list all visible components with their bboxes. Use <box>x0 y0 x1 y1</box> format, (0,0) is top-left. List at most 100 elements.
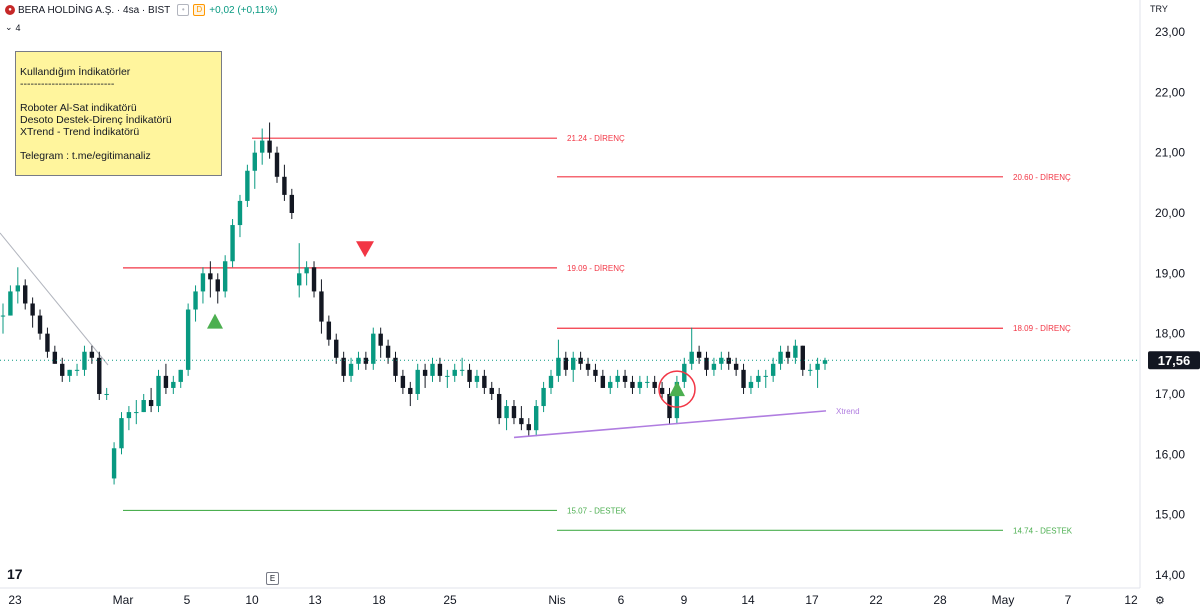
x-tick-label: 13 <box>308 593 322 607</box>
candle-body <box>311 267 317 292</box>
candle-body <box>519 418 524 425</box>
candle-body <box>237 200 243 226</box>
candle-body <box>800 345 805 370</box>
x-tick-label: 22 <box>869 593 883 607</box>
candle-body <box>719 357 724 364</box>
candle-body <box>274 152 280 177</box>
candle-body <box>141 400 146 413</box>
buy-signal-icon <box>207 313 223 329</box>
candle-body <box>30 303 35 316</box>
candle-body <box>482 375 487 388</box>
candle-body <box>319 291 324 322</box>
candle-body <box>674 381 680 419</box>
candle-body <box>704 357 709 370</box>
dot-menu-icon[interactable]: • <box>177 4 190 16</box>
candle-body <box>400 375 406 388</box>
indicator-note[interactable]: Kullandığım İndikatörler ---------------… <box>15 51 222 176</box>
candle-body <box>467 369 472 382</box>
candle-body <box>111 448 117 479</box>
x-tick-label: Mar <box>113 593 134 607</box>
price-change: +0,02 (+0,11%) <box>209 4 278 16</box>
y-tick-label: 14,00 <box>1155 568 1185 582</box>
x-tick-label: 28 <box>933 593 947 607</box>
candle-body <box>770 363 776 376</box>
x-tick-label: 5 <box>184 593 191 607</box>
buy-signal-icon <box>669 381 685 397</box>
candle-body <box>60 363 65 376</box>
candle-body <box>393 357 398 376</box>
xtrend-label: Xtrend <box>836 407 860 416</box>
candle-body <box>37 315 43 334</box>
y-tick-label: 22,00 <box>1155 85 1185 99</box>
note-divider: --------------------------- <box>20 78 115 90</box>
candle-body <box>208 273 213 280</box>
settings-icon[interactable]: ⚙ <box>1155 595 1165 607</box>
candle-body <box>630 381 635 388</box>
candle-body <box>126 412 132 419</box>
x-tick-label: 14 <box>741 593 755 607</box>
candle-body <box>104 393 109 395</box>
sell-signal-icon <box>356 241 374 258</box>
candle-body <box>304 267 309 274</box>
candle-body <box>67 369 72 376</box>
earnings-marker[interactable]: E <box>266 572 279 585</box>
note-telegram: Telegram : t.me/egitimanaliz <box>20 150 151 162</box>
candle-body <box>156 375 161 407</box>
candle-body <box>556 357 561 376</box>
candle-body <box>52 351 58 364</box>
candle-body <box>748 381 754 388</box>
level-label: 21.24 - DİRENÇ <box>567 134 625 143</box>
signal-highlight-circle <box>658 370 696 408</box>
candle-body <box>541 387 546 407</box>
level-label: 19.09 - DİRENÇ <box>567 264 625 273</box>
currency-label[interactable]: TRY <box>1150 4 1168 14</box>
candle-body <box>726 357 731 364</box>
x-tick-label: May <box>992 593 1015 607</box>
candle-body <box>763 375 768 377</box>
level-label: 14.74 - DESTEK <box>1013 526 1073 535</box>
indicator-collapse[interactable]: ⌄ 4 <box>5 22 21 33</box>
symbol-title[interactable]: BERA HOLDİNG A.Ş. · 4sa · BIST <box>18 4 171 16</box>
candle-body <box>8 291 13 316</box>
candle-body <box>822 360 828 364</box>
candle-body <box>282 176 287 195</box>
candle-body <box>615 375 620 382</box>
candle-body <box>415 369 420 394</box>
overlay-layer: 17,56 Xtrend <box>0 241 1200 439</box>
note-spacer <box>20 90 217 102</box>
candle-body <box>645 381 650 383</box>
candle-body <box>371 333 376 364</box>
candle-body <box>659 387 665 394</box>
last-price-tag <box>1148 351 1200 370</box>
candle-body <box>163 375 169 388</box>
candle-body <box>622 375 628 382</box>
candle-body <box>511 406 517 419</box>
candle-body <box>97 357 102 394</box>
candle-body <box>496 393 502 419</box>
old-trendline <box>0 232 109 366</box>
candle-body <box>608 381 613 388</box>
tradingview-logo[interactable]: 17 <box>7 566 23 582</box>
candle-body <box>452 369 457 376</box>
candle-body <box>267 140 272 153</box>
candle-body <box>585 363 591 370</box>
candle-body <box>593 369 598 376</box>
candle-body <box>600 375 606 388</box>
chevron-down-icon: ⌄ <box>5 22 13 32</box>
candle-body <box>504 406 509 419</box>
candle-body <box>378 333 383 346</box>
candle-body <box>15 285 21 292</box>
last-price-label: 17,56 <box>1158 353 1191 368</box>
levels-layer: 21.24 - DİRENÇ 20.60 - DİRENÇ 19.09 - DİRE… <box>0 134 1073 535</box>
candle-body <box>385 345 391 358</box>
candle-body <box>526 424 531 431</box>
bera-logo-icon: ● <box>5 5 15 15</box>
x-tick-label: 23 <box>8 593 22 607</box>
candle-body <box>23 285 28 304</box>
candle-body <box>807 369 813 371</box>
y-tick-label: 18,00 <box>1155 327 1185 341</box>
dividend-badge[interactable]: D <box>193 4 206 16</box>
note-line: Roboter Al-Sat indikatörü <box>20 102 137 114</box>
y-tick-label: 17,00 <box>1155 387 1185 401</box>
